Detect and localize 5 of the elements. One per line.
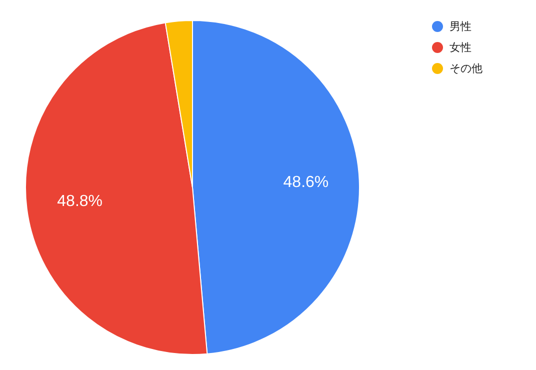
data-label: 48.6% <box>283 174 329 192</box>
data-label: 48.8% <box>57 193 103 210</box>
legend-label: その他 <box>450 62 482 75</box>
legend-label: 男性 <box>450 20 472 33</box>
legend-label: 女性 <box>450 41 472 54</box>
